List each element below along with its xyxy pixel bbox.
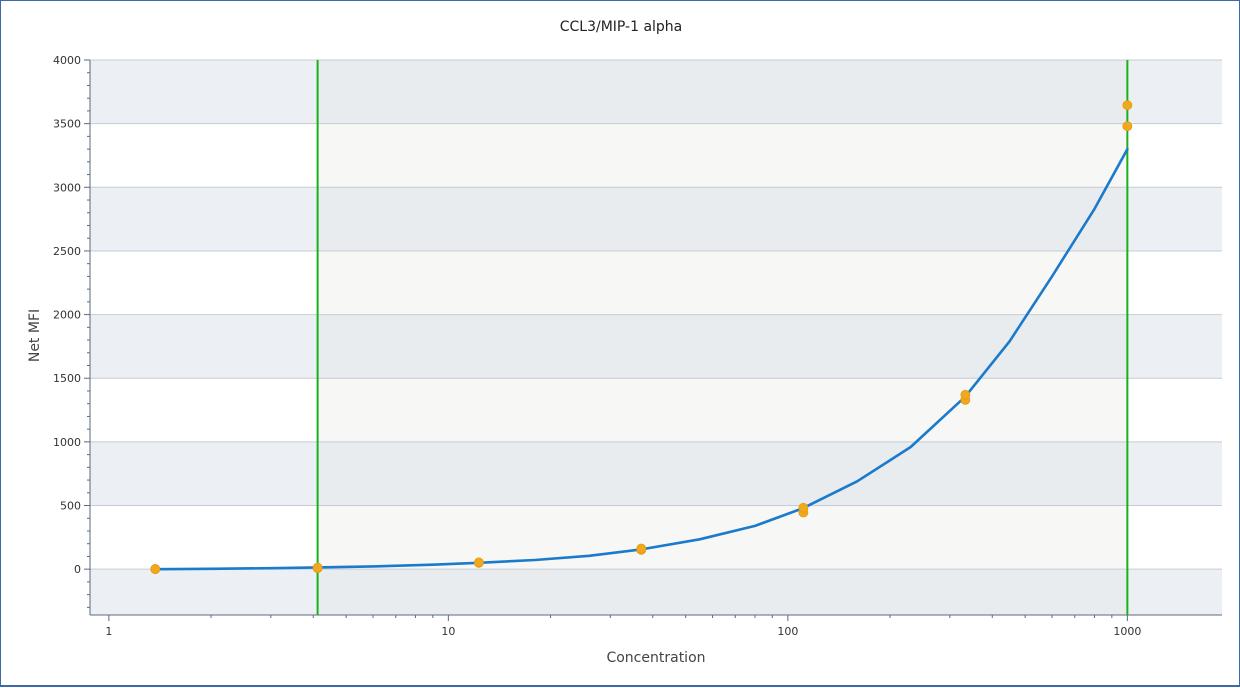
data-point [312, 562, 323, 573]
range-band [317, 378, 1128, 442]
y-tick-label: 1500 [53, 372, 81, 385]
data-point [150, 564, 161, 574]
x-tick-label: 100 [777, 625, 798, 638]
data-point [1122, 100, 1133, 111]
range-band [317, 441, 1128, 506]
x-tick-label: 1 [105, 625, 112, 638]
y-tick-label: 2500 [53, 245, 81, 258]
y-tick-label: 0 [74, 563, 81, 576]
chart-title: CCL3/MIP-1 alpha [559, 19, 683, 35]
range-band [317, 250, 1128, 315]
y-tick-label: 3000 [53, 181, 81, 194]
y-tick-label: 500 [60, 500, 81, 513]
data-point [473, 557, 484, 568]
fit-curve [154, 147, 1129, 571]
range-band [317, 314, 1128, 379]
y-tick-label: 4000 [53, 54, 81, 67]
y-tick-label: 1000 [53, 436, 81, 449]
range-band [317, 123, 1128, 188]
y-axis-title: Net MFI [27, 309, 43, 362]
data-point [798, 502, 809, 513]
x-axis-title: Concentration [606, 650, 705, 666]
y-tick-label: 3500 [53, 118, 81, 131]
range-band [317, 505, 1128, 570]
range-band [317, 569, 1128, 615]
data-point [1122, 121, 1133, 132]
data-point [960, 389, 971, 400]
x-tick-label: 1000 [1113, 625, 1141, 638]
y-tick-label: 2000 [53, 309, 81, 322]
range-band [317, 187, 1128, 251]
x-tick-label: 10 [441, 625, 455, 638]
range-band [317, 60, 1128, 124]
data-point [636, 543, 647, 554]
